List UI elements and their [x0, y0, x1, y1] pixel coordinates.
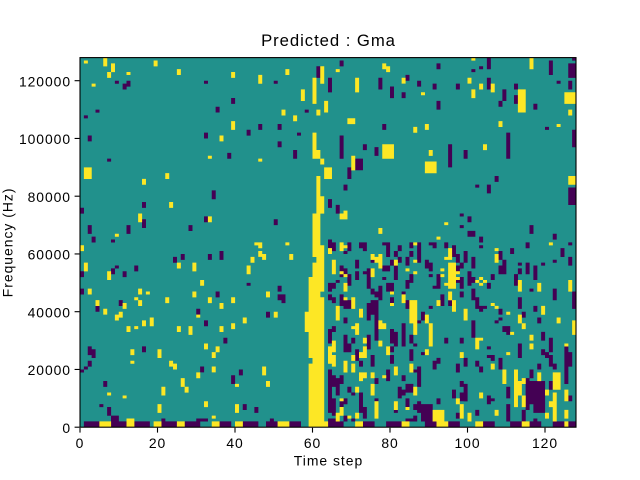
svg-text:80000: 80000	[28, 189, 71, 205]
svg-text:100000: 100000	[19, 131, 71, 147]
svg-text:0: 0	[76, 435, 85, 451]
svg-text:60000: 60000	[28, 247, 71, 263]
svg-text:120000: 120000	[19, 73, 71, 89]
svg-text:40000: 40000	[28, 304, 71, 320]
svg-text:20000: 20000	[28, 362, 71, 378]
svg-text:20: 20	[149, 435, 166, 451]
svg-text:120: 120	[532, 435, 558, 451]
svg-text:60: 60	[304, 435, 321, 451]
svg-text:Frequency (Hz): Frequency (Hz)	[0, 188, 16, 298]
svg-text:80: 80	[381, 435, 398, 451]
svg-text:0: 0	[62, 420, 71, 436]
svg-text:40: 40	[226, 435, 243, 451]
svg-text:100: 100	[454, 435, 480, 451]
svg-text:Predicted : Gma: Predicted : Gma	[261, 31, 396, 50]
svg-text:Time step: Time step	[294, 453, 363, 469]
